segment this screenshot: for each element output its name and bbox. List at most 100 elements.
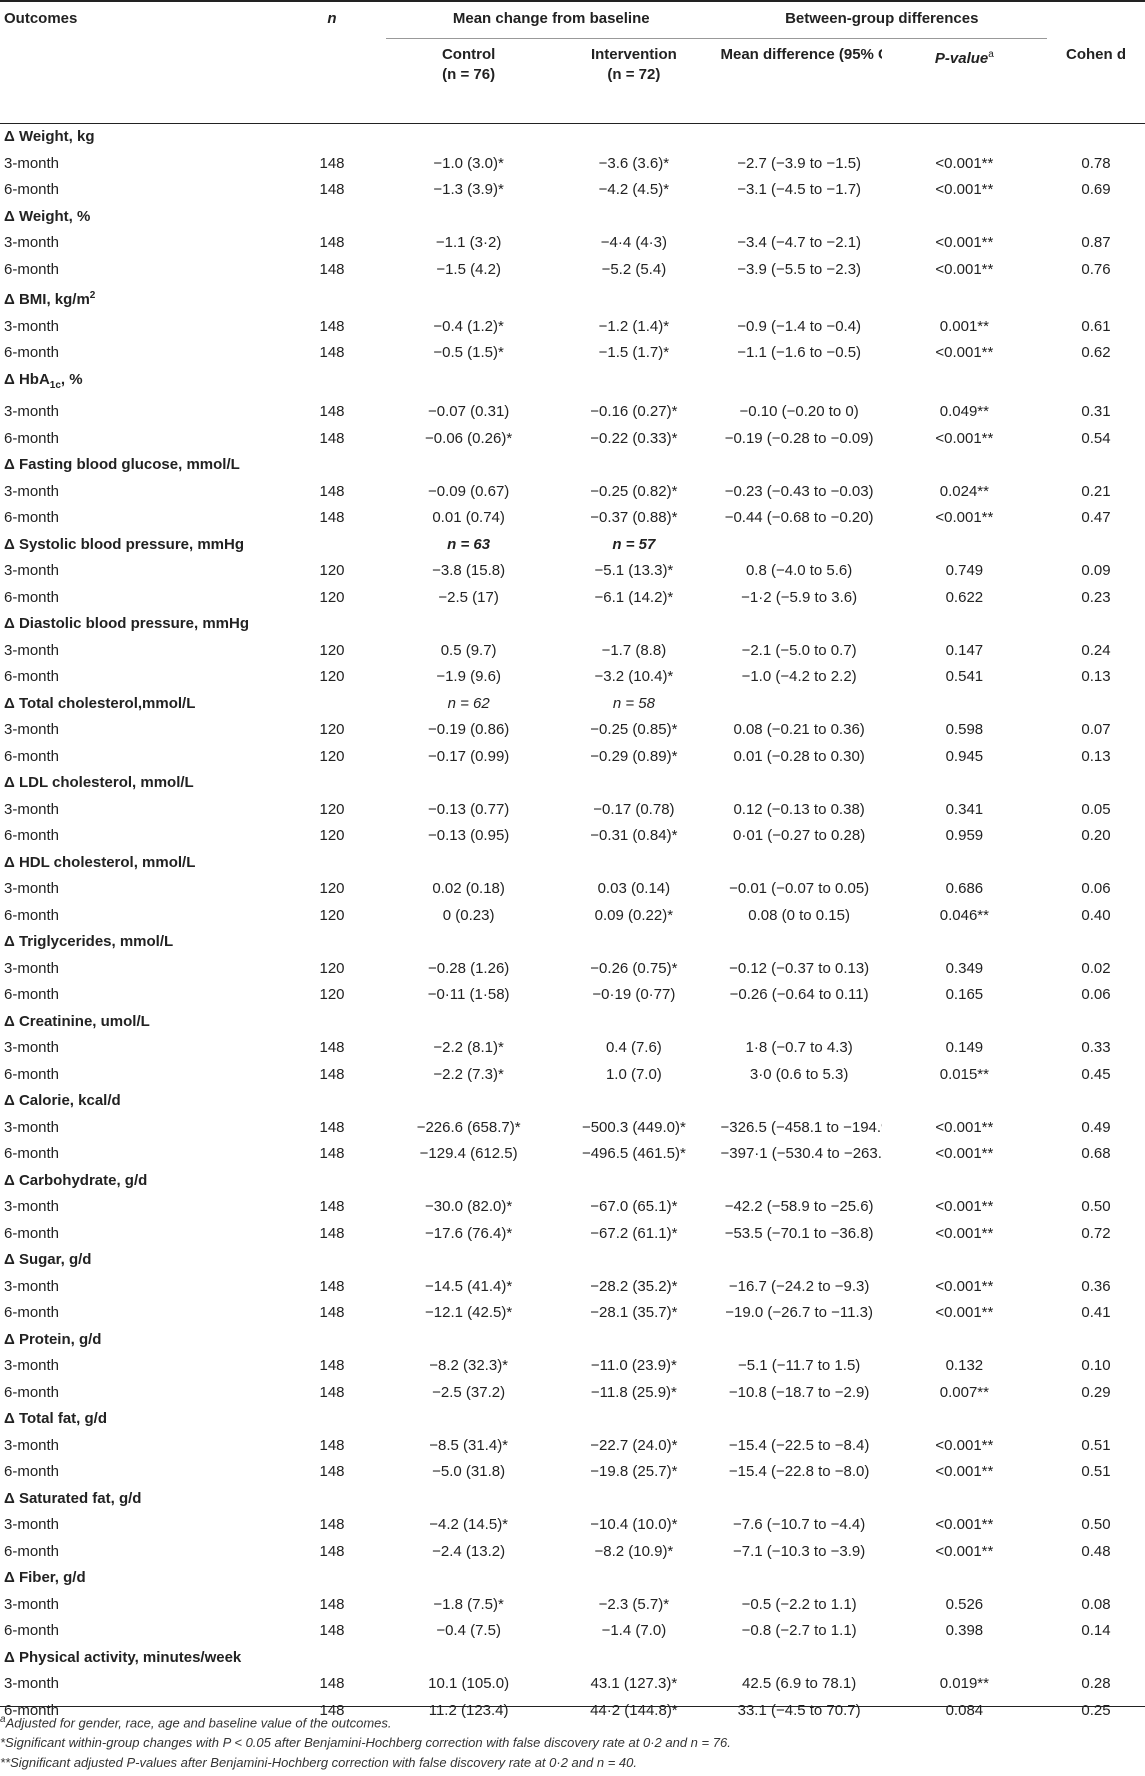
section-blank bbox=[717, 124, 882, 151]
section-label: Δ HDL cholesterol, mmol/L bbox=[4, 853, 196, 871]
row-intervention: −0.26 (0.75)* bbox=[590, 959, 678, 977]
section-blank bbox=[882, 1247, 1047, 1274]
section-blank bbox=[717, 1645, 882, 1672]
row-timepoint: 3-month bbox=[4, 1357, 60, 1374]
row-control: 0.01 (0.74) bbox=[432, 509, 505, 526]
row-cohen-d: 0.08 bbox=[1081, 1595, 1111, 1613]
row-pvalue: <0.001** bbox=[935, 1436, 994, 1454]
section-blank bbox=[717, 532, 882, 559]
row-control: −0.09 (0.67) bbox=[427, 482, 510, 500]
row-intervention: −11.8 (25.9)* bbox=[590, 1383, 677, 1401]
row-pvalue: <0.001** bbox=[935, 1516, 994, 1533]
row-mean-difference: 0.01 (−0.28 to 0.30) bbox=[733, 747, 865, 765]
row-pvalue: 0.015** bbox=[939, 1065, 989, 1083]
row-n: 148 bbox=[319, 1198, 345, 1215]
row-intervention: −5.2 (5.4) bbox=[601, 260, 667, 278]
section-n-blank bbox=[278, 367, 386, 400]
row-intervention: −19.8 (25.7)* bbox=[590, 1463, 678, 1480]
row-cohen-d: 0.10 bbox=[1081, 1357, 1111, 1374]
section-blank bbox=[882, 283, 1047, 314]
table-row: 3-month 148 −2.2 (8.1)* 0.4 (7.6) 1·8 (−0.7 … bbox=[0, 1035, 1145, 1062]
row-control: −1.9 (9.6) bbox=[436, 668, 501, 685]
row-n: 148 bbox=[319, 1436, 345, 1454]
header-between-group: Between-group differences bbox=[716, 2, 1047, 39]
row-mean-difference: −0.5 (−2.2 to 1.1) bbox=[741, 1595, 857, 1613]
row-n: 148 bbox=[319, 1542, 345, 1560]
section-label: Δ BMI, kg/m2 bbox=[4, 290, 96, 308]
section-intervention-n bbox=[551, 1327, 716, 1354]
row-mean-difference: −1·2 (−5.9 to 3.6) bbox=[741, 588, 858, 606]
table-row: 6-month 120 0 (0.23) 0.09 (0.22)* 0.08 (0 to… bbox=[0, 903, 1145, 930]
row-n: 148 bbox=[319, 234, 345, 251]
section-blank bbox=[717, 1565, 882, 1592]
row-cohen-d: 0.69 bbox=[1081, 181, 1111, 198]
section-blank bbox=[882, 1168, 1047, 1195]
section-blank bbox=[882, 1009, 1047, 1036]
row-pvalue: 0.049** bbox=[939, 403, 989, 420]
section-n-blank bbox=[278, 283, 386, 314]
section-row: Δ Creatinine, umol/L bbox=[0, 1009, 1145, 1036]
row-timepoint: 6-month bbox=[4, 1463, 60, 1480]
section-blank bbox=[717, 204, 882, 231]
section-n-blank bbox=[278, 1645, 386, 1672]
header-intervention: Intervention (n = 72) bbox=[551, 38, 717, 124]
row-mean-difference: 1·8 (−0.7 to 4.3) bbox=[745, 1039, 853, 1056]
row-control: −226.6 (658.7)* bbox=[416, 1118, 521, 1136]
row-mean-difference: −53.5 (−70.1 to −36.8) bbox=[724, 1224, 874, 1242]
section-blank bbox=[717, 929, 882, 956]
row-timepoint: 6-month bbox=[4, 429, 60, 447]
row-n: 120 bbox=[319, 641, 345, 659]
section-n-blank bbox=[278, 204, 386, 231]
row-cohen-d: 0.07 bbox=[1081, 721, 1111, 738]
row-timepoint: 3-month bbox=[4, 154, 60, 172]
row-control: −1.0 (3.0)* bbox=[433, 154, 504, 172]
row-mean-difference: −1.1 (−1.6 to −0.5) bbox=[737, 344, 862, 361]
row-mean-difference: 0.08 (−0.21 to 0.36) bbox=[733, 721, 865, 738]
row-cohen-d: 0.41 bbox=[1081, 1304, 1111, 1321]
section-blank bbox=[1047, 770, 1145, 797]
row-pvalue: 0.541 bbox=[945, 668, 984, 685]
section-n-blank bbox=[278, 1168, 386, 1195]
row-intervention: −22.7 (24.0)* bbox=[590, 1436, 678, 1454]
table-row: 6-month 120 −2.5 (17) −6.1 (14.2)* −1·2 (−5.… bbox=[0, 585, 1145, 612]
row-control: 0 (0.23) bbox=[442, 906, 495, 924]
row-pvalue: 0.686 bbox=[945, 880, 984, 897]
row-cohen-d: 0.61 bbox=[1081, 317, 1111, 335]
row-pvalue: 0.046** bbox=[939, 906, 989, 924]
row-intervention: −1.4 (7.0) bbox=[601, 1622, 667, 1639]
row-control: −0.17 (0.99) bbox=[427, 747, 510, 765]
table-row: 3-month 120 −0.19 (0.86) −0.25 (0.85)* 0.08 … bbox=[0, 717, 1145, 744]
section-intervention-n bbox=[551, 124, 716, 151]
row-mean-difference: −3.4 (−4.7 to −2.1) bbox=[737, 234, 862, 251]
row-intervention: −500.3 (449.0)* bbox=[581, 1118, 686, 1136]
table-row: 6-month 148 −2.5 (37.2) −11.8 (25.9)* −10.8 … bbox=[0, 1380, 1145, 1407]
row-pvalue: 0.132 bbox=[945, 1357, 984, 1374]
row-n: 148 bbox=[319, 1595, 345, 1613]
section-n-blank bbox=[278, 532, 386, 559]
row-pvalue: <0.001** bbox=[935, 234, 994, 251]
header-control: Control (n = 76) bbox=[386, 38, 552, 124]
table-row: 3-month 148 −0.09 (0.67) −0.25 (0.82)* −0.23… bbox=[0, 479, 1145, 506]
row-control: −2.2 (8.1)* bbox=[433, 1039, 504, 1056]
section-blank bbox=[1047, 124, 1145, 151]
row-pvalue: 0.959 bbox=[945, 827, 984, 844]
row-n: 148 bbox=[319, 181, 345, 198]
row-pvalue: <0.001** bbox=[935, 1277, 994, 1295]
row-pvalue: 0.749 bbox=[945, 562, 984, 579]
row-timepoint: 6-month bbox=[4, 588, 60, 606]
row-pvalue: 0.024** bbox=[939, 482, 989, 500]
row-intervention: 1.0 (7.0) bbox=[605, 1065, 662, 1083]
row-n: 148 bbox=[319, 154, 345, 172]
section-row: Δ Calorie, kcal/d bbox=[0, 1088, 1145, 1115]
row-mean-difference: −42.2 (−58.9 to −25.6) bbox=[724, 1198, 874, 1215]
top-rule bbox=[0, 0, 1145, 2]
table-row: 6-month 148 −1.5 (4.2) −5.2 (5.4) −3.9 (−5.5… bbox=[0, 257, 1145, 284]
section-label: Δ Calorie, kcal/d bbox=[4, 1092, 121, 1109]
row-intervention: 0.4 (7.6) bbox=[605, 1039, 662, 1056]
section-blank bbox=[882, 611, 1047, 638]
row-timepoint: 6-month bbox=[4, 986, 60, 1003]
section-control-n bbox=[386, 124, 551, 151]
row-mean-difference: 0.12 (−0.13 to 0.38) bbox=[733, 800, 865, 818]
table-row: 6-month 148 −5.0 (31.8) −19.8 (25.7)* −15.4 … bbox=[0, 1459, 1145, 1486]
